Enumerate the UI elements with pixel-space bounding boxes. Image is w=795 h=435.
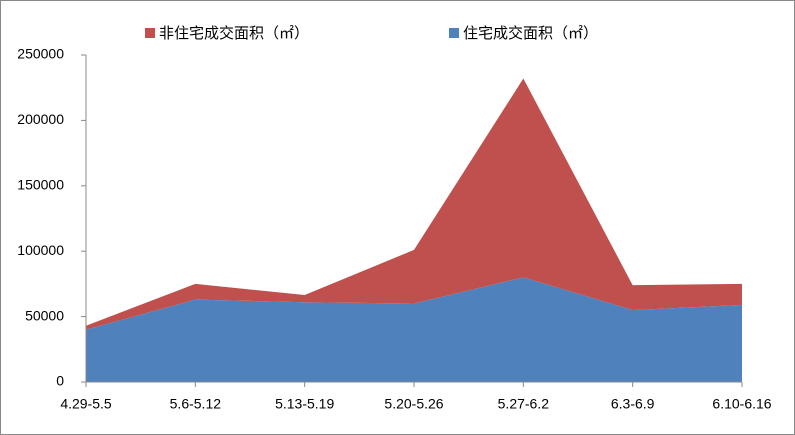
y-tick-label: 200000 [17, 111, 64, 127]
legend-swatch [145, 28, 155, 38]
y-tick-label: 150000 [17, 177, 64, 193]
x-tick-label: 5.13-5.19 [275, 396, 334, 412]
x-tick-label: 6.10-6.16 [712, 396, 771, 412]
x-tick-label: 5.27-6.2 [498, 396, 550, 412]
y-tick-label: 100000 [17, 242, 64, 258]
area [86, 78, 742, 330]
legend: 非住宅成交面积（㎡） 住宅成交面积（㎡） [145, 24, 598, 42]
legend-label: 非住宅成交面积（㎡） [159, 24, 309, 42]
x-tick-label: 5.6-5.12 [170, 396, 222, 412]
y-tick-label: 250000 [17, 46, 64, 62]
legend-label: 住宅成交面积（㎡） [463, 24, 598, 42]
x-tick-label: 5.20-5.26 [384, 396, 443, 412]
y-tick-label: 50000 [25, 307, 64, 323]
x-tick-label: 4.29-5.5 [60, 396, 112, 412]
area [86, 277, 742, 382]
legend-swatch [449, 28, 460, 38]
x-tick-label: 6.3-6.9 [611, 396, 655, 412]
y-tick-label: 0 [56, 373, 64, 389]
